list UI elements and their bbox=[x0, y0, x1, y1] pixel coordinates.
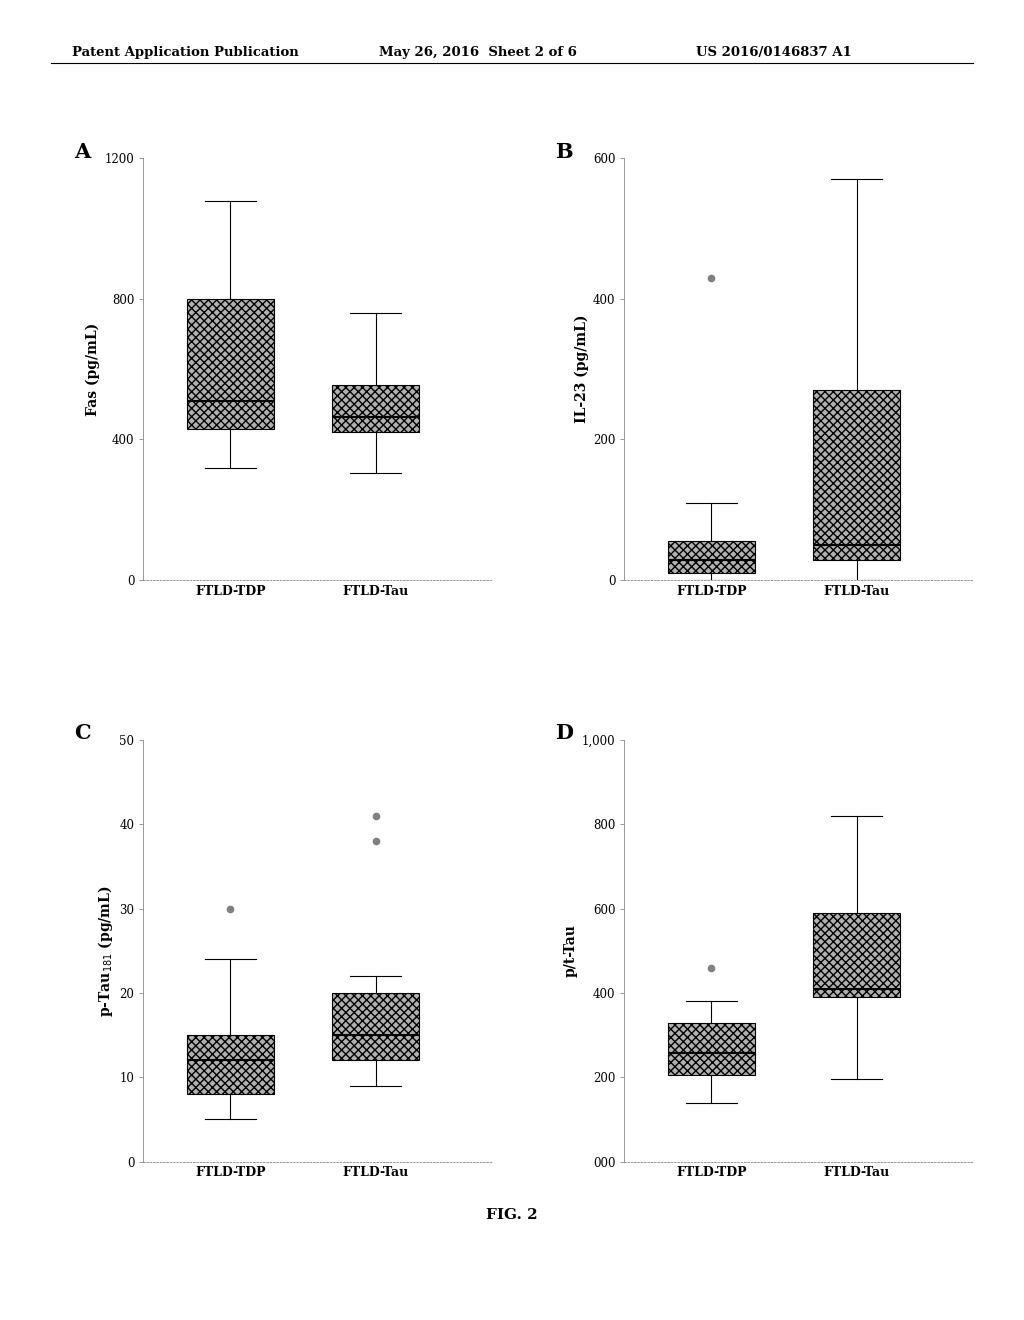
Bar bbox=[813, 913, 900, 997]
Text: A: A bbox=[74, 141, 90, 161]
Text: FIG. 2: FIG. 2 bbox=[486, 1208, 538, 1222]
Y-axis label: IL-23 (pg/mL): IL-23 (pg/mL) bbox=[574, 315, 589, 424]
Bar bbox=[668, 541, 755, 573]
Y-axis label: Fas (pg/mL): Fas (pg/mL) bbox=[86, 322, 100, 416]
Bar bbox=[332, 993, 419, 1060]
Text: C: C bbox=[74, 723, 90, 743]
Bar bbox=[187, 298, 274, 429]
Bar bbox=[813, 391, 900, 560]
Text: Patent Application Publication: Patent Application Publication bbox=[72, 46, 298, 59]
Bar bbox=[668, 1023, 755, 1076]
Text: B: B bbox=[555, 141, 572, 161]
Bar bbox=[187, 1035, 274, 1094]
Text: D: D bbox=[555, 723, 572, 743]
Text: US 2016/0146837 A1: US 2016/0146837 A1 bbox=[696, 46, 852, 59]
Y-axis label: p-Tau$_{181}$ (pg/mL): p-Tau$_{181}$ (pg/mL) bbox=[96, 886, 115, 1016]
Text: May 26, 2016  Sheet 2 of 6: May 26, 2016 Sheet 2 of 6 bbox=[379, 46, 577, 59]
Y-axis label: p/t-Tau: p/t-Tau bbox=[563, 924, 578, 977]
Bar bbox=[332, 385, 419, 433]
